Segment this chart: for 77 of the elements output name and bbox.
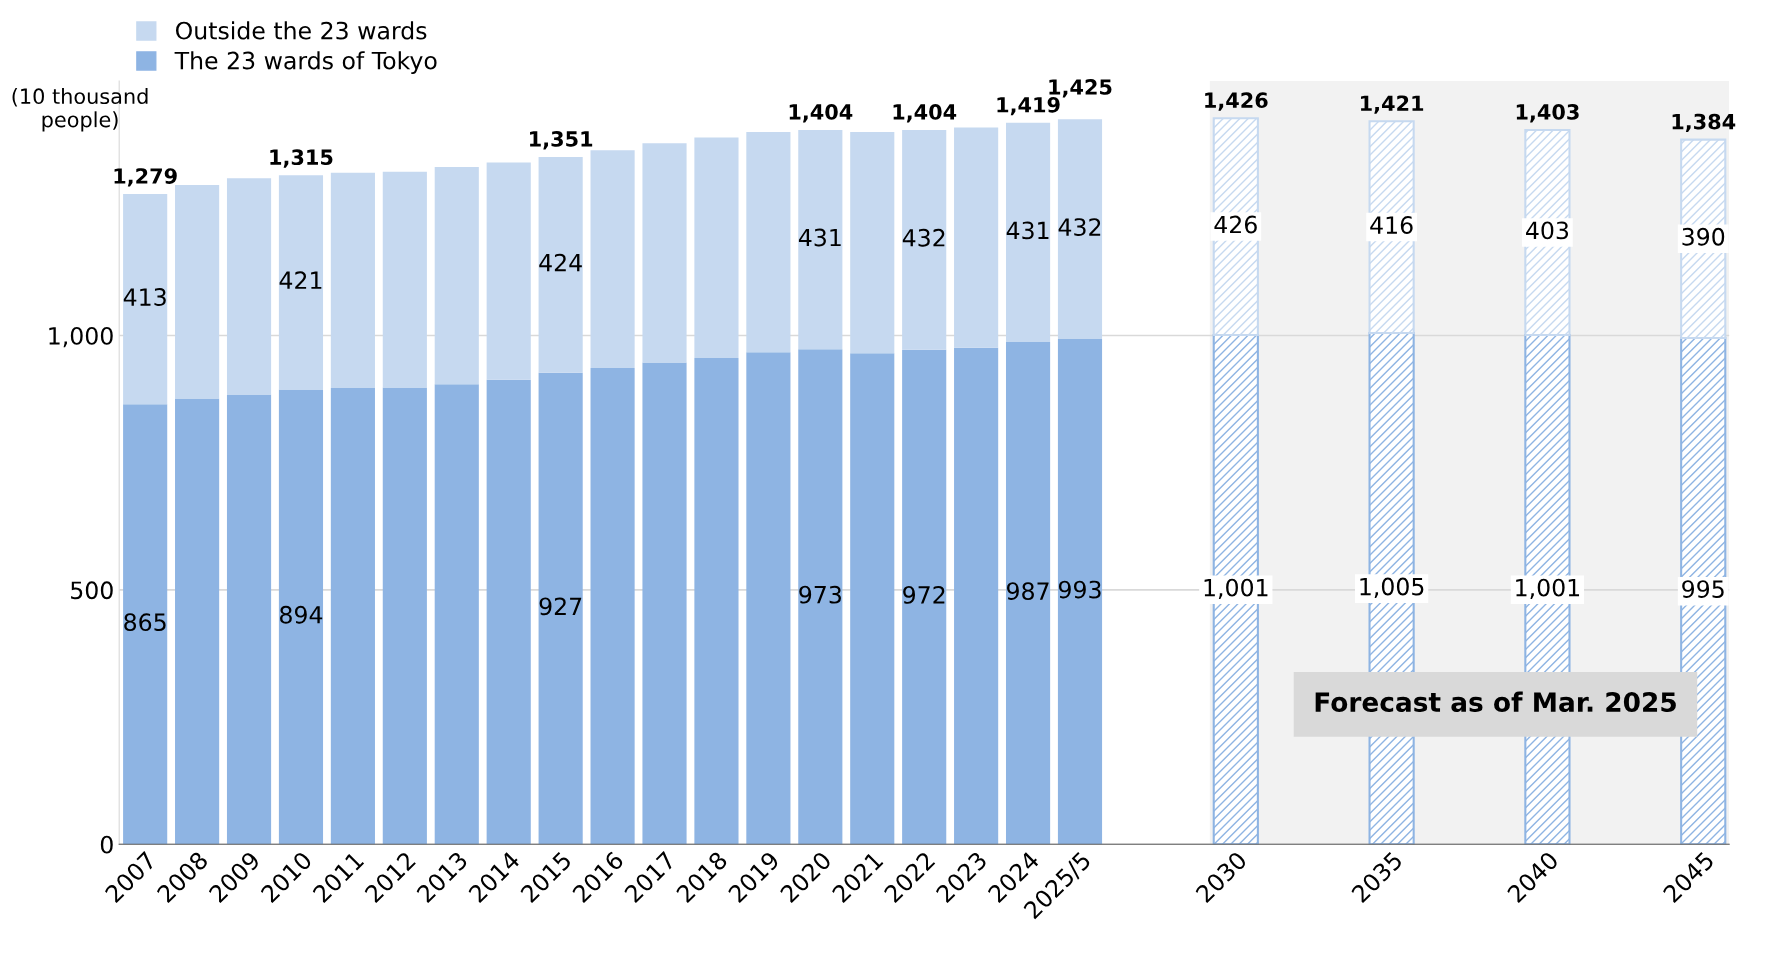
- bar: [538, 372, 583, 845]
- bar: [642, 362, 687, 845]
- bar: [175, 398, 220, 845]
- bar: [798, 349, 843, 845]
- data-label: 413: [123, 288, 166, 306]
- bar: [226, 394, 272, 845]
- data-label: 390: [1682, 227, 1725, 246]
- bar: [954, 347, 999, 845]
- data-label: 431: [798, 228, 841, 247]
- y-tick-label: 500: [71, 581, 113, 600]
- band-label: Forecast as of Mar. 2025: [1315, 691, 1676, 713]
- data-label: 972: [903, 586, 945, 604]
- bar: [746, 352, 791, 845]
- bar: [226, 178, 272, 395]
- data-label: 995: [1682, 580, 1724, 599]
- data-label: 432: [1058, 218, 1101, 236]
- data-label: 403: [1526, 221, 1569, 240]
- data-label: 987: [1007, 582, 1049, 601]
- bar: [1057, 119, 1103, 340]
- data-label: 431: [1006, 221, 1049, 240]
- total-label: 1,425: [1049, 79, 1112, 98]
- bar: [330, 387, 375, 845]
- bar: [590, 368, 635, 845]
- bar: [1005, 122, 1051, 343]
- data-label: 426: [1214, 215, 1257, 234]
- total-label: 1,426: [1205, 92, 1268, 111]
- data-label: 416: [1370, 216, 1413, 234]
- data-label: 894: [280, 605, 323, 624]
- bar: [746, 131, 791, 353]
- bar: [330, 172, 375, 388]
- bar: [278, 389, 324, 845]
- y-axis-title: (10 thousand people): [12, 87, 148, 132]
- bar: [486, 162, 531, 380]
- data-label: 424: [539, 253, 582, 272]
- bar: [902, 349, 947, 845]
- data-label: 432: [902, 228, 945, 247]
- bar: [382, 387, 427, 845]
- bar: [694, 137, 739, 358]
- bar: [902, 129, 947, 350]
- total-label: 1,421: [1361, 95, 1424, 114]
- bar: [538, 156, 583, 373]
- data-label: 927: [539, 597, 582, 616]
- total-label: 1,279: [114, 168, 177, 187]
- data-label: 1,001: [1516, 578, 1580, 599]
- data-label: 993: [1058, 580, 1101, 599]
- data-label: 973: [799, 585, 841, 604]
- total-label: 1,404: [789, 104, 853, 123]
- bar: [486, 379, 531, 845]
- bar: [382, 171, 427, 388]
- bar: [434, 384, 479, 845]
- data-label: 1,005: [1360, 577, 1424, 598]
- bar: [850, 353, 895, 845]
- bar: [434, 167, 479, 385]
- total-label: 1,419: [997, 96, 1060, 116]
- total-label: 1,403: [1516, 104, 1579, 123]
- bar: [1005, 342, 1051, 845]
- bar: [954, 127, 999, 348]
- legend-label: The 23 wards of Tokyo: [174, 51, 437, 75]
- bar: [1057, 339, 1103, 845]
- total-label: 1,315: [270, 149, 333, 168]
- y-tick-label: 1,000: [49, 326, 113, 348]
- total-label: 1,384: [1672, 113, 1736, 133]
- bar: [278, 175, 324, 390]
- bar: [798, 129, 843, 350]
- bar: [175, 184, 220, 399]
- bar: [850, 131, 895, 354]
- total-label: 1,351: [530, 131, 593, 150]
- legend-label: Outside the 23 wards: [175, 21, 427, 40]
- bar: [123, 404, 168, 845]
- bar: [694, 357, 739, 845]
- bar: [590, 150, 635, 369]
- bar: [642, 143, 687, 363]
- data-label: 865: [124, 613, 166, 632]
- data-label: 1,001: [1204, 578, 1268, 599]
- bar: [123, 194, 168, 405]
- data-label: 421: [279, 271, 322, 289]
- total-label: 1,404: [893, 104, 957, 123]
